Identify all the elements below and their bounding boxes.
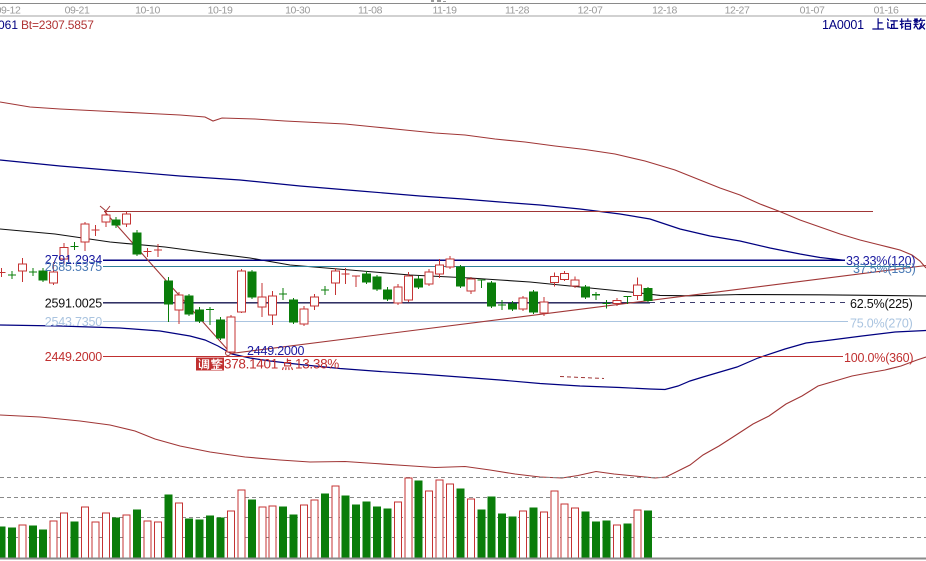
svg-text:378.1401: 378.1401 bbox=[224, 357, 278, 372]
svg-text:01-07: 01-07 bbox=[800, 5, 825, 17]
svg-text:2543.7350: 2543.7350 bbox=[45, 315, 103, 329]
svg-text:33.33%(120): 33.33%(120) bbox=[846, 254, 915, 268]
svg-text:11-28: 11-28 bbox=[505, 5, 530, 17]
svg-text:Bt=2307.5857: Bt=2307.5857 bbox=[21, 18, 94, 32]
svg-text:10-10: 10-10 bbox=[135, 5, 160, 17]
svg-text:10-30: 10-30 bbox=[285, 5, 310, 17]
svg-text:01-16: 01-16 bbox=[874, 5, 899, 17]
svg-text:2449.2000: 2449.2000 bbox=[45, 350, 103, 364]
svg-text:2685.5375: 2685.5375 bbox=[45, 260, 103, 274]
svg-text:11-08: 11-08 bbox=[358, 5, 383, 17]
svg-text:12-27: 12-27 bbox=[725, 5, 750, 17]
svg-text:75.0%(270): 75.0%(270) bbox=[850, 317, 913, 331]
svg-text:10-19: 10-19 bbox=[208, 5, 233, 17]
svg-text:2791.2934: 2791.2934 bbox=[45, 253, 103, 267]
svg-text:11-19: 11-19 bbox=[432, 5, 457, 17]
svg-text:12-07: 12-07 bbox=[578, 5, 603, 17]
svg-text:37.5%(135): 37.5%(135) bbox=[853, 262, 916, 276]
svg-text:061: 061 bbox=[0, 18, 18, 32]
svg-text:2591.0025: 2591.0025 bbox=[45, 297, 103, 311]
svg-text:13.38%: 13.38% bbox=[295, 357, 339, 372]
svg-text:1A0001: 1A0001 bbox=[822, 18, 864, 32]
svg-text:2449.2000: 2449.2000 bbox=[247, 344, 305, 358]
svg-text:12-18: 12-18 bbox=[652, 5, 677, 17]
svg-text:09-21: 09-21 bbox=[65, 5, 90, 17]
svg-text:09-12: 09-12 bbox=[0, 5, 21, 17]
svg-text:100.0%(360): 100.0%(360) bbox=[844, 351, 913, 365]
svg-text:62.5%(225): 62.5%(225) bbox=[850, 297, 913, 311]
